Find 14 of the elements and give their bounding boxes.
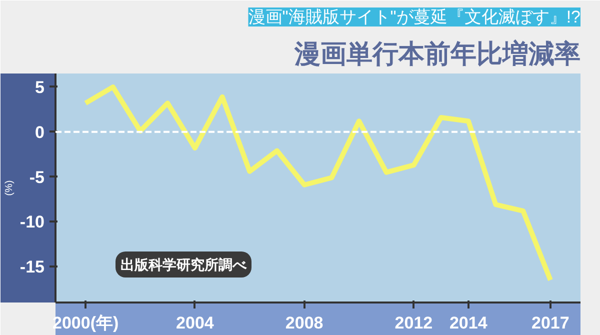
y-tick-label: 5 [35, 78, 45, 97]
y-tick-label: -10 [20, 212, 45, 232]
y-axis-title: (%) [4, 180, 15, 196]
y-tick-label: -5 [29, 168, 45, 187]
annotation: 出版科学研究所調べ [120, 256, 248, 272]
x-tick-label: 2004 [176, 314, 214, 332]
chart-subtitle: 漫画"海賊版サイト"が蔓延『文化滅ぼす』!? [248, 8, 581, 26]
y-tick-label: 0 [35, 122, 45, 142]
y-tick-label: -15 [20, 258, 45, 277]
x-tick-label: 2008 [285, 314, 324, 332]
x-tick-label: 2012 [394, 314, 433, 332]
chart-title: 漫画単行本前年比増減率 [294, 38, 580, 68]
x-tick-label: 2017 [532, 314, 570, 332]
x-tick-label: 2014 [449, 314, 488, 332]
